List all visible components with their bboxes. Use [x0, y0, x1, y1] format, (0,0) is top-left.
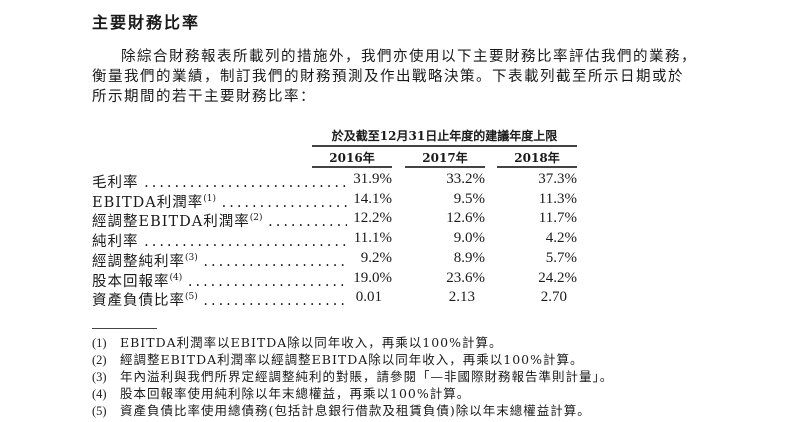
table-row: 毛利率 .............................. 31.9% 3…: [92, 171, 578, 191]
cell-value: 33.2%: [446, 171, 485, 187]
intro-paragraph: 除綜合財務報表所載列的措施外，我們亦使用以下主要財務比率評估我們的業務， 衡量我…: [92, 47, 697, 107]
footnote-text: 年內溢利與我們所界定經調整純利的對賬，請參閱「—非國際財務報告準則計量」。: [120, 369, 614, 384]
footnote-ref: (3): [185, 252, 198, 263]
cell-value: 31.9%: [353, 171, 392, 187]
footnote-ref: (5): [185, 292, 198, 303]
row-label-text: 毛利率: [92, 175, 139, 191]
row-label-text: 股本回報率: [92, 273, 170, 290]
column-rule: [405, 166, 485, 168]
row-label: 經調整EBITDA利潤率(2) ........................…: [92, 210, 347, 231]
row-label-text: 經調整純利率: [92, 253, 185, 270]
cell-value: 9.5%: [453, 190, 485, 207]
footnote-text: EBITDA利潤率以EBITDA除以同年收入，再乘以100%計算。: [120, 335, 503, 350]
paragraph-line: 除綜合財務報表所載列的措施外，我們亦使用以下主要財務比率評估我們的業務，: [121, 49, 697, 65]
footnote-text: 股本回報率使用純利除以年末總權益，再乘以100%計算。: [120, 386, 471, 401]
cell-value: 11.7%: [538, 210, 577, 227]
row-label: 經調整純利率(3) ..............................: [92, 250, 347, 271]
leader-dots: ..............................: [268, 214, 347, 231]
cell-value: 24.2%: [538, 269, 577, 286]
table-row: 純利率 .............................. 11.1% 9…: [92, 230, 578, 250]
footnote: (5) 資產負債比率使用總債務(包括計息銀行借款及租賃負債)除以年末總權益計算。: [92, 400, 591, 419]
table-row: 資產負債比率(5) ..............................…: [92, 289, 578, 309]
footnote-number: (5): [92, 404, 107, 418]
cell-value: 9.2%: [360, 249, 392, 266]
row-label-text: 純利率: [92, 234, 139, 251]
footnote-ref: (4): [169, 272, 183, 283]
table-row: 股本回報率(4) .............................. 1…: [92, 270, 578, 290]
column-header-2017: 2017年: [422, 151, 468, 165]
row-label: EBITDA利潤率(1) ...........................…: [92, 191, 347, 212]
table-row: 經調整純利率(3) ..............................…: [92, 250, 578, 270]
footnote-number: (3): [92, 370, 107, 384]
leader-dots: ..............................: [221, 194, 347, 211]
table-row: 經調整EBITDA利潤率(2) ........................…: [92, 210, 578, 230]
footnote-ref: (1): [203, 193, 216, 204]
cell-value: 12.6%: [446, 210, 485, 227]
row-label-text: 資產負債比率: [92, 293, 185, 310]
cell-value: 2.70: [540, 289, 567, 306]
footnote-text: 資產負債比率使用總債務(包括計息銀行借款及租賃負債)除以年末總權益計算。: [120, 403, 591, 418]
cell-value: 8.9%: [453, 249, 485, 266]
cell-value: 11.3%: [538, 190, 577, 207]
footnote: (4) 股本回報率使用純利除以年末總權益，再乘以100%計算。: [92, 383, 470, 402]
table-group-header: 於及截至12月31日止年度的建議年度上限: [331, 129, 558, 143]
row-label: 股本回報率(4) ..............................: [92, 270, 347, 291]
cell-value: 12.2%: [353, 210, 392, 227]
cell-value: 11.1%: [353, 230, 392, 247]
column-header-2018: 2018年: [514, 151, 560, 165]
paragraph-line: 所示期間的若干主要財務比率：: [92, 89, 316, 105]
cell-value: 9.0%: [453, 230, 485, 247]
column-header-2016: 2016年: [329, 151, 375, 165]
cell-value: 0.01: [355, 289, 382, 306]
footnote: (1) EBITDA利潤率以EBITDA除以同年收入，再乘以100%計算。: [92, 332, 503, 351]
footnote-number: (2): [92, 353, 107, 367]
row-label: 毛利率 ..............................: [92, 171, 347, 192]
header-rule: [312, 145, 577, 147]
cell-value: 2.13: [448, 289, 475, 306]
cell-value: 23.6%: [446, 269, 485, 286]
row-label-text: EBITDA利潤率: [92, 194, 204, 211]
footnote: (2) 經調整EBITDA利潤率以經調整EBITDA除以同年收入，再乘以100%計…: [92, 349, 584, 368]
cell-value: 5.7%: [545, 249, 577, 266]
cell-value: 4.2%: [545, 230, 577, 247]
leader-dots: ..............................: [203, 253, 347, 270]
footnote-rule: [92, 328, 157, 329]
section-heading: 主要財務比率: [92, 13, 201, 32]
footnote-text: 經調整EBITDA利潤率以經調整EBITDA除以同年收入，再乘以100%計算。: [120, 352, 584, 367]
row-label: 資產負債比率(5) ..............................: [92, 289, 347, 310]
column-rule: [497, 166, 577, 168]
row-label: 純利率 ..............................: [92, 230, 347, 251]
cell-value: 37.3%: [538, 171, 577, 187]
cell-value: 14.1%: [353, 190, 392, 207]
footnote-number: (1): [92, 336, 107, 350]
footnote-ref: (2): [249, 213, 263, 224]
leader-dots: ..............................: [144, 175, 347, 191]
paragraph-line: 衡量我們的業績，制訂我們的財務預測及作出戰略決策。下表載列截至所示日期或於: [92, 69, 684, 85]
cell-value: 19.0%: [353, 269, 392, 286]
row-label-text: 經調整EBITDA利潤率: [92, 214, 250, 231]
footnote-number: (4): [92, 387, 107, 401]
leader-dots: ..............................: [203, 293, 347, 310]
table-row: EBITDA利潤率(1) ...........................…: [92, 191, 578, 211]
column-rule: [312, 166, 392, 168]
leader-dots: ..............................: [144, 234, 347, 251]
leader-dots: ..............................: [187, 273, 347, 290]
footnote: (3) 年內溢利與我們所界定經調整純利的對賬，請參閱「—非國際財務報告準則計量」。: [92, 366, 613, 385]
